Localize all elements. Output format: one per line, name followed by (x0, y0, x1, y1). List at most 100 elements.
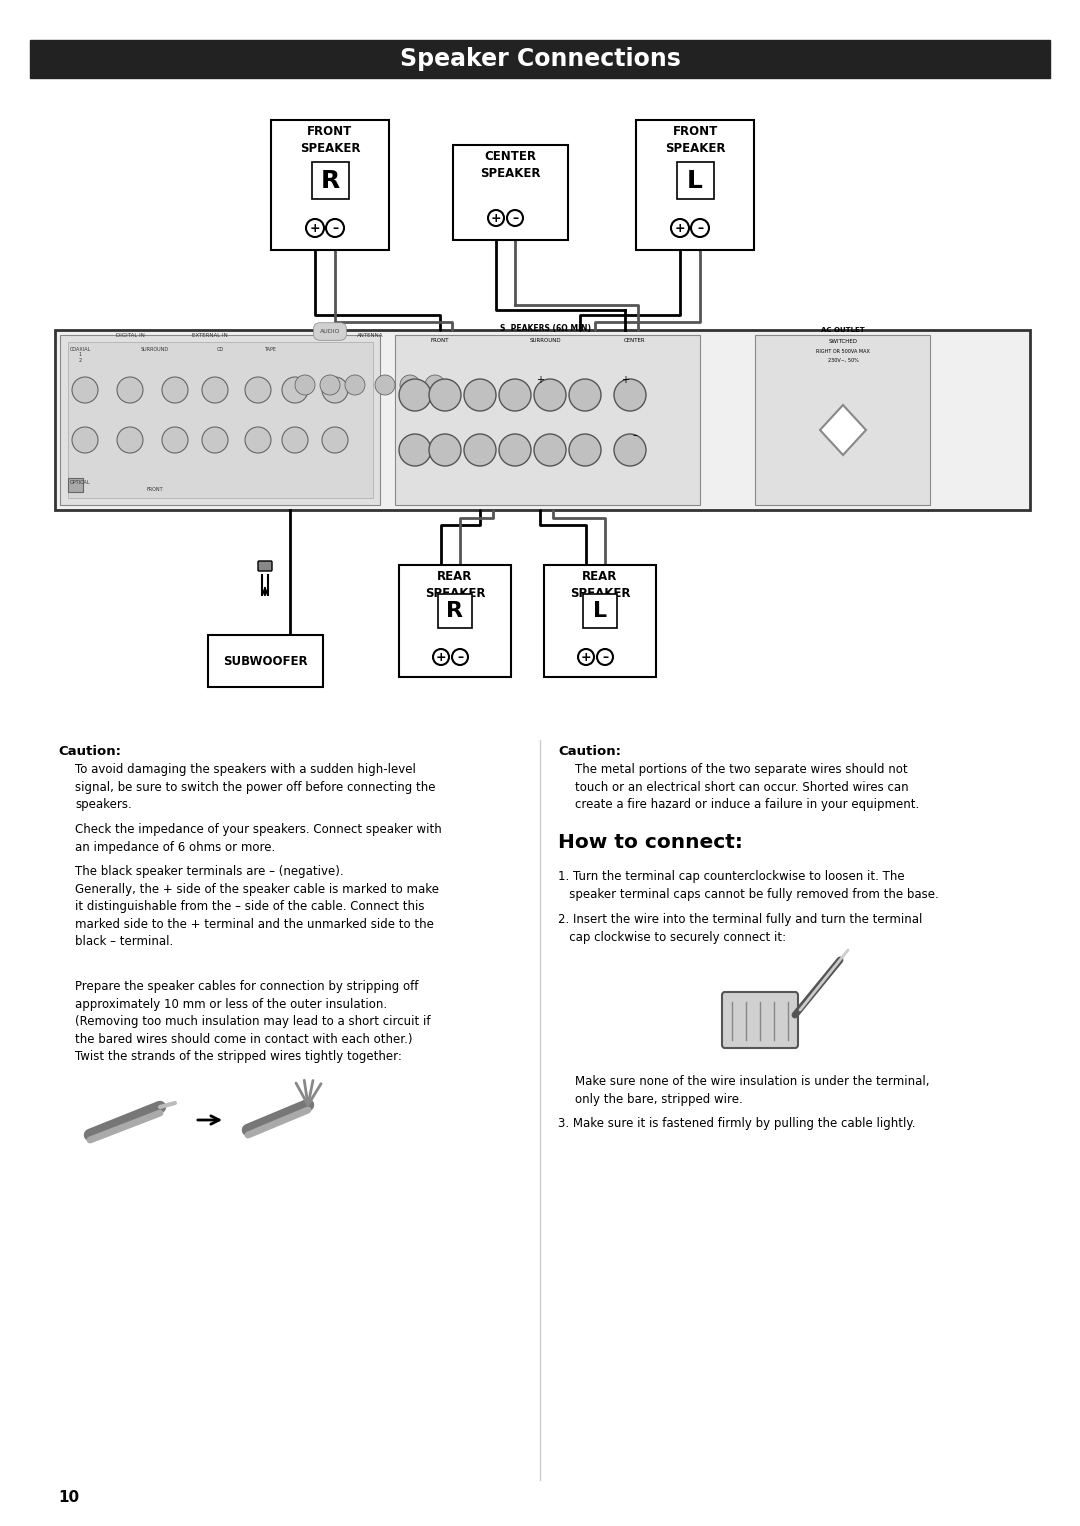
Circle shape (72, 427, 98, 453)
Text: +: + (310, 221, 321, 235)
Text: DIGITAL IN: DIGITAL IN (116, 333, 145, 337)
Circle shape (597, 649, 613, 665)
FancyBboxPatch shape (311, 162, 349, 198)
Circle shape (499, 378, 531, 410)
Text: +: + (675, 221, 686, 235)
Text: RIGHT OR 500VA MAX: RIGHT OR 500VA MAX (816, 349, 869, 354)
FancyBboxPatch shape (438, 594, 472, 629)
FancyBboxPatch shape (755, 336, 930, 505)
Circle shape (534, 378, 566, 410)
Text: The black speaker terminals are – (negative).
Generally, the + side of the speak: The black speaker terminals are – (negat… (75, 865, 438, 948)
Text: –: – (697, 221, 703, 235)
Text: EXTERNAL IN: EXTERNAL IN (192, 333, 228, 337)
Circle shape (671, 220, 689, 237)
Text: +: + (581, 650, 592, 664)
Text: Caution:: Caution: (58, 745, 121, 758)
Text: +: + (621, 375, 629, 385)
Circle shape (399, 433, 431, 465)
Text: AC OUTLET: AC OUTLET (821, 327, 865, 333)
Text: FRONT: FRONT (431, 337, 449, 343)
Bar (30, 40, 1050, 78)
Circle shape (202, 377, 228, 403)
Text: R: R (321, 168, 339, 192)
Circle shape (320, 375, 340, 395)
FancyBboxPatch shape (583, 594, 617, 629)
Text: REAR
SPEAKER: REAR SPEAKER (424, 571, 485, 600)
Text: COAXIAL: COAXIAL (69, 346, 91, 353)
Text: How to connect:: How to connect: (558, 833, 743, 852)
Circle shape (453, 649, 468, 665)
Circle shape (429, 378, 461, 410)
Circle shape (117, 427, 143, 453)
Text: CENTER
SPEAKER: CENTER SPEAKER (480, 150, 540, 180)
FancyBboxPatch shape (723, 992, 798, 1048)
FancyBboxPatch shape (55, 330, 1030, 510)
Circle shape (488, 211, 504, 226)
Circle shape (295, 375, 315, 395)
Text: 1
2: 1 2 (79, 353, 82, 363)
Text: –: – (332, 221, 338, 235)
Circle shape (162, 427, 188, 453)
Circle shape (578, 649, 594, 665)
FancyBboxPatch shape (395, 336, 700, 505)
Text: R: R (446, 601, 463, 621)
Text: SURROUND: SURROUND (529, 337, 561, 343)
Text: Speaker Connections: Speaker Connections (400, 47, 680, 72)
FancyBboxPatch shape (399, 565, 511, 678)
Circle shape (426, 375, 445, 395)
Text: OPTICAL: OPTICAL (70, 481, 91, 485)
Circle shape (282, 427, 308, 453)
Text: Caution:: Caution: (558, 745, 621, 758)
Text: Make sure none of the wire insulation is under the terminal,
only the bare, stri: Make sure none of the wire insulation is… (575, 1074, 930, 1105)
Circle shape (534, 433, 566, 465)
Text: +: + (435, 650, 446, 664)
FancyBboxPatch shape (453, 145, 567, 240)
Text: Check the impedance of your speakers. Connect speaker with
an impedance of 6 ohm: Check the impedance of your speakers. Co… (75, 823, 442, 853)
Text: SUBWOOFER: SUBWOOFER (222, 655, 308, 667)
FancyBboxPatch shape (636, 121, 754, 250)
Text: +: + (490, 212, 501, 224)
FancyBboxPatch shape (271, 121, 389, 250)
Text: Prepare the speaker cables for connection by stripping off
approximately 10 mm o: Prepare the speaker cables for connectio… (75, 980, 431, 1064)
Circle shape (72, 377, 98, 403)
Circle shape (615, 378, 646, 410)
Circle shape (245, 427, 271, 453)
Text: FRONT
SPEAKER: FRONT SPEAKER (300, 125, 361, 156)
Circle shape (162, 377, 188, 403)
Text: –: – (633, 430, 637, 439)
FancyBboxPatch shape (676, 162, 714, 198)
Text: 10: 10 (58, 1489, 79, 1505)
Circle shape (117, 377, 143, 403)
FancyBboxPatch shape (207, 635, 323, 687)
Circle shape (245, 377, 271, 403)
Circle shape (322, 427, 348, 453)
Text: S  PEAKERS (6Ω MIN): S PEAKERS (6Ω MIN) (499, 324, 591, 333)
Text: –: – (457, 650, 463, 664)
Text: L: L (593, 601, 607, 621)
Circle shape (306, 220, 324, 237)
FancyBboxPatch shape (68, 342, 373, 497)
Circle shape (429, 433, 461, 465)
Circle shape (433, 649, 449, 665)
Text: L: L (687, 168, 703, 192)
Text: 230V~, 50%: 230V~, 50% (827, 359, 859, 363)
Polygon shape (820, 404, 866, 455)
Text: FRONT: FRONT (147, 487, 163, 491)
Text: 2. Insert the wire into the terminal fully and turn the terminal
   cap clockwis: 2. Insert the wire into the terminal ful… (558, 913, 922, 943)
Text: TAPE: TAPE (264, 346, 276, 353)
Text: –: – (602, 650, 608, 664)
Text: +: + (536, 375, 544, 385)
Text: –: – (512, 212, 518, 224)
Circle shape (345, 375, 365, 395)
Text: CD: CD (216, 346, 224, 353)
Text: AUDIO: AUDIO (320, 330, 340, 334)
Text: The metal portions of the two separate wires should not
touch or an electrical s: The metal portions of the two separate w… (575, 763, 919, 810)
Text: REAR
SPEAKER: REAR SPEAKER (570, 571, 631, 600)
Circle shape (691, 220, 708, 237)
Text: To avoid damaging the speakers with a sudden high-level
signal, be sure to switc: To avoid damaging the speakers with a su… (75, 763, 435, 810)
Circle shape (615, 433, 646, 465)
Text: 1. Turn the terminal cap counterclockwise to loosen it. The
   speaker terminal : 1. Turn the terminal cap counterclockwis… (558, 870, 939, 900)
Circle shape (202, 427, 228, 453)
Circle shape (464, 433, 496, 465)
Bar (68, 478, 83, 491)
